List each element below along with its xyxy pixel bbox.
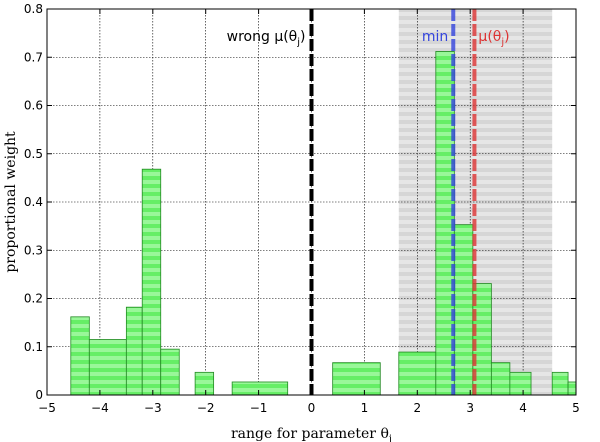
x-tick-label: 3 <box>466 401 474 415</box>
vertical-marker-label: min <box>422 29 448 45</box>
ticks-layer: −5 −4 −3 −2 −1 0 1 2 3 4 5 0 0.1 0.2 0.3 0.4 0.5 0.6 0.7 0.… <box>24 2 580 415</box>
x-tick-label: −1 <box>250 401 268 415</box>
histogram-bar <box>88 339 127 396</box>
y-tick-label: 0.3 <box>24 243 43 257</box>
histogram-bar <box>453 224 474 396</box>
y-tick-label: 0 <box>35 388 43 402</box>
vertical-marker-label: wrong μ(θj) <box>227 29 306 48</box>
y-tick-label: 0.5 <box>24 147 43 161</box>
y-axis-title: proportional weight <box>3 131 19 273</box>
x-tick-label: −5 <box>38 401 56 415</box>
y-tick-label: 0.1 <box>24 340 43 354</box>
histogram-bar <box>194 371 215 396</box>
labels-layer: range for parameter θj proportional weigh… <box>3 29 510 442</box>
y-tick-label: 0.7 <box>24 50 43 64</box>
histogram-bar <box>141 168 162 396</box>
x-tick-label: −3 <box>144 401 162 415</box>
histogram-bar <box>509 371 532 396</box>
y-tick-label: 0.6 <box>24 99 43 113</box>
x-tick-label: 2 <box>413 401 421 415</box>
y-tick-label: 0.4 <box>24 195 43 209</box>
histogram-bar <box>398 351 437 396</box>
x-tick-label: 0 <box>308 401 316 415</box>
histogram-bar <box>231 381 289 396</box>
x-tick-label: 1 <box>361 401 369 415</box>
histogram-bar <box>332 362 381 396</box>
bars-layer <box>70 51 577 396</box>
vertical-marker-label: μ(θj) <box>478 29 509 48</box>
x-tick-label: 5 <box>572 401 580 415</box>
histogram-bar <box>490 362 511 396</box>
vertical-lines-layer <box>309 9 477 395</box>
x-axis-title: range for parameter θj <box>231 426 392 442</box>
histogram-bar <box>551 371 569 396</box>
histogram-bar <box>70 316 90 396</box>
x-tick-label: −4 <box>91 401 109 415</box>
histogram-bar <box>160 348 180 396</box>
x-tick-label: −2 <box>197 401 215 415</box>
x-tick-label: 4 <box>519 401 527 415</box>
histogram-bar <box>125 306 143 396</box>
y-tick-label: 0.2 <box>24 292 43 306</box>
y-tick-label: 0.8 <box>24 2 43 16</box>
histogram-bar <box>567 381 577 396</box>
